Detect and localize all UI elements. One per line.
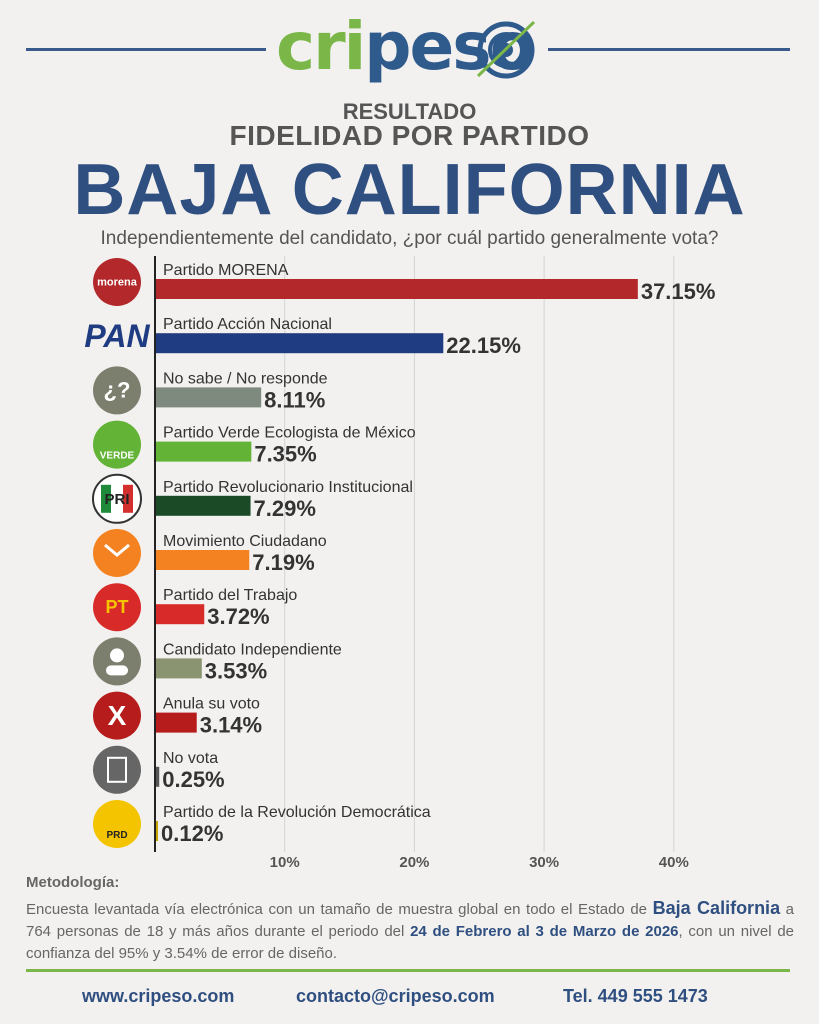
category-label: Movimiento Ciudadano — [163, 533, 327, 550]
icon-badge — [93, 691, 141, 740]
category-label: Partido Verde Ecologista de México — [163, 425, 416, 442]
pan-logo-text: PAN — [84, 318, 150, 354]
methodology-state: Baja California — [652, 898, 781, 918]
value-label: 3.72% — [207, 604, 269, 629]
methodology-text-1: Encuesta levantada vía electrónica con u… — [26, 901, 648, 918]
bar — [156, 712, 197, 733]
icon-text: PT — [105, 597, 128, 617]
x-tick-label: 40% — [659, 854, 689, 870]
bar — [156, 550, 250, 570]
footer-rule — [26, 969, 790, 972]
bar — [156, 441, 252, 462]
icon-text: ¿? — [104, 378, 131, 403]
methodology-heading: Metodología: — [26, 874, 120, 891]
icon-badge — [93, 529, 141, 577]
category-label: Anula su voto — [163, 696, 260, 713]
methodology-body: Encuesta levantada vía electrónica con u… — [26, 897, 794, 965]
mc-eagle — [104, 543, 130, 557]
kicker-title: RESULTADO — [342, 99, 477, 124]
value-label: 22.15% — [446, 333, 521, 358]
state-title: BAJA CALIFORNIA — [73, 150, 746, 230]
bar-chart: 10% 20% 30% 40% Partido MORENA 37.15% morena Pa… — [84, 256, 716, 870]
header-rule-left — [26, 48, 266, 51]
pri-red-band — [123, 484, 133, 513]
icon-text: PRI — [104, 491, 129, 508]
value-label: 7.35% — [254, 442, 316, 467]
pan-logo-icon: PAN — [84, 318, 150, 354]
category-label: Partido MORENA — [163, 262, 289, 279]
header: cripeso — [0, 0, 819, 100]
category-label: Partido Revolucionario Institucional — [163, 479, 413, 496]
value-label: 0.25% — [162, 767, 224, 792]
x-tick-label: 30% — [529, 854, 559, 870]
icon-badge — [93, 745, 141, 794]
value-label: 7.19% — [252, 550, 314, 575]
value-label: 7.29% — [254, 496, 316, 521]
icon-badge — [93, 420, 141, 469]
survey-question: Independientemente del candidato, ¿por c… — [100, 228, 719, 249]
bar — [156, 766, 160, 787]
value-label: 0.12% — [161, 821, 223, 846]
bar — [156, 821, 158, 841]
x-icon: X — [93, 691, 141, 740]
category-label: Partido Acción Nacional — [163, 316, 332, 333]
verde-logo-icon: VERDE — [93, 420, 141, 469]
footer-phone: Tel. 449 555 1473 — [563, 986, 708, 1006]
icon-badge — [93, 583, 141, 632]
logo-text-green: cri — [276, 8, 366, 85]
ballot-box — [107, 756, 127, 783]
value-label: 37.15% — [641, 279, 716, 304]
category-label: Partido de la Revolución Democrática — [163, 804, 431, 821]
person-icon — [93, 637, 141, 686]
icon-text: X — [108, 700, 127, 731]
x-tick-label: 20% — [399, 854, 429, 870]
category-label: No vota — [163, 750, 218, 767]
icon-badge — [93, 366, 141, 415]
footer-website-link[interactable]: www.cripeso.com — [82, 986, 235, 1006]
bar — [156, 387, 262, 408]
value-label: 8.11% — [264, 387, 325, 412]
person-head — [110, 648, 124, 663]
morena-logo-icon: morena — [93, 258, 141, 306]
icon-text: morena — [97, 277, 138, 289]
methodology: Metodología: Encuesta levantada vía elec… — [26, 874, 794, 965]
bar — [156, 604, 205, 625]
pt-logo-icon: PT — [93, 583, 141, 632]
footer-email-link[interactable]: contacto@cripeso.com — [296, 986, 495, 1006]
bar — [156, 333, 444, 354]
mc-logo-icon — [93, 529, 141, 577]
person-body — [106, 665, 128, 676]
methodology-dates: 24 de Febrero al 3 de Marzo de 2026 — [410, 923, 679, 940]
pri-green-band — [101, 484, 111, 513]
pri-logo-icon: PRI — [92, 473, 142, 524]
value-label: 3.14% — [200, 713, 262, 738]
value-label: 3.53% — [205, 658, 267, 683]
icon-text: VERDE — [100, 451, 135, 462]
bar — [156, 495, 251, 516]
cripeso-logo: cripeso — [276, 8, 546, 92]
subtitle: FIDELIDAD POR PARTIDO — [229, 120, 590, 151]
prd-logo-icon: PRD — [93, 800, 141, 848]
icon-badge — [93, 258, 141, 306]
category-label: No sabe / No responde — [163, 370, 328, 387]
methodology-text-2: a 764 personas de 18 y más años durante … — [26, 901, 795, 940]
icon-text: PRD — [106, 830, 127, 841]
header-rule-right — [548, 48, 790, 51]
question-icon: ¿? — [93, 366, 141, 415]
category-label: Partido del Trabajo — [163, 587, 297, 604]
category-label: Candidato Independiente — [163, 641, 342, 658]
target-icon — [476, 20, 536, 79]
icon-badge — [93, 800, 141, 848]
methodology-text-3: , con un nivel de confianza del 95% y 3.… — [26, 923, 795, 962]
ballot-icon — [93, 745, 141, 794]
bar — [156, 658, 202, 679]
bar — [156, 279, 638, 299]
x-tick-label: 10% — [270, 854, 300, 870]
